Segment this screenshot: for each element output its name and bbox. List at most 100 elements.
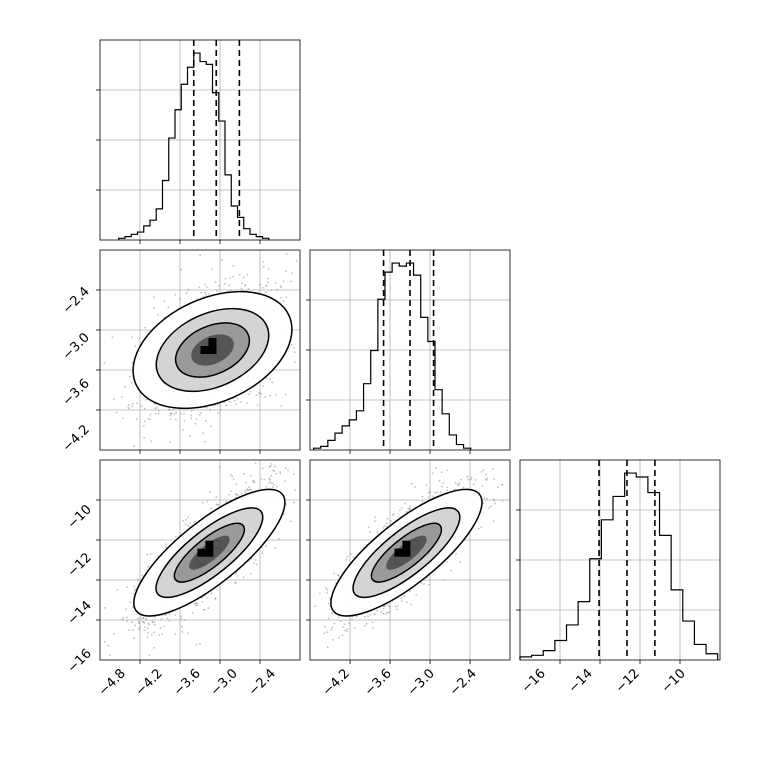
- scatter-point: [169, 414, 172, 417]
- scatter-point: [459, 561, 462, 564]
- scatter-point: [153, 631, 156, 634]
- scatter-point: [269, 394, 272, 397]
- scatter-point: [271, 381, 274, 384]
- scatter-point: [291, 272, 293, 274]
- tick-label: −12: [65, 550, 95, 580]
- scatter-point: [488, 506, 491, 509]
- scatter-point: [282, 300, 285, 302]
- tick-label: −16: [519, 666, 549, 696]
- col3-x-tick-labels: −16 −14 −12 −10: [519, 666, 689, 696]
- scatter-point: [486, 477, 488, 479]
- scatter-point: [399, 509, 401, 512]
- scatter-point: [138, 622, 140, 625]
- scatter-point: [190, 414, 193, 417]
- scatter-point: [189, 522, 191, 524]
- scatter-point: [368, 531, 371, 533]
- scatter-point: [174, 293, 177, 296]
- row2-y-tick-labels: −2.4 −3.0 −3.6 −4.2: [60, 284, 93, 455]
- scatter-point: [146, 636, 149, 639]
- scatter-point: [456, 483, 459, 486]
- scatter-point: [388, 605, 391, 608]
- scatter-point: [261, 552, 264, 555]
- scatter-point: [440, 471, 443, 474]
- scatter-point: [265, 486, 268, 488]
- scatter-point: [493, 478, 496, 481]
- scatter-point: [270, 289, 273, 292]
- scatter-point: [235, 403, 237, 406]
- scatter-point: [492, 520, 495, 523]
- scatter-point: [172, 408, 175, 411]
- scatter-point: [242, 276, 245, 278]
- scatter-point: [338, 636, 340, 639]
- density-contour: [352, 507, 461, 599]
- tick-label: −4.8: [96, 666, 129, 699]
- scatter-point: [209, 491, 212, 494]
- density-peak-cell: [197, 548, 206, 557]
- scatter-point: [269, 480, 271, 483]
- scatter-point: [141, 574, 144, 577]
- scatter-point: [442, 482, 445, 484]
- scatter-point: [255, 394, 258, 396]
- scatter-point: [243, 490, 246, 492]
- tick-label: −12: [613, 666, 643, 696]
- scatter-point: [477, 527, 480, 530]
- scatter-point: [389, 520, 392, 522]
- scatter-point: [132, 629, 135, 631]
- scatter-point: [293, 347, 295, 349]
- scatter-point: [389, 607, 391, 609]
- scatter-point: [143, 407, 146, 410]
- scatter-point: [441, 485, 444, 488]
- scatter-point: [220, 408, 222, 411]
- scatter-point: [239, 401, 242, 403]
- scatter-point: [181, 631, 184, 633]
- density-cell: [394, 556, 403, 565]
- scatter-point: [261, 546, 263, 549]
- scatter-point: [384, 605, 387, 607]
- scatter-point: [267, 277, 269, 280]
- scatter-point: [150, 633, 153, 636]
- scatter-point: [410, 603, 413, 606]
- scatter-point: [225, 500, 228, 503]
- scatter-point: [462, 486, 465, 489]
- scatter-point: [146, 627, 149, 630]
- scatter-point: [216, 504, 219, 506]
- scatter-point: [135, 418, 138, 421]
- scatter-point: [345, 558, 348, 561]
- scatter-point: [190, 417, 193, 420]
- density-cell: [410, 540, 419, 549]
- scatter-point: [133, 637, 136, 640]
- scatter-point: [143, 420, 146, 423]
- scatter-point: [467, 478, 470, 481]
- scatter-point: [248, 486, 251, 489]
- scatter-point: [396, 608, 398, 611]
- scatter-point: [194, 422, 197, 425]
- scatter-point: [136, 617, 139, 620]
- scatter-point: [127, 407, 130, 410]
- scatter-point: [434, 492, 436, 494]
- scatter-point: [481, 484, 484, 487]
- scatter-point: [326, 592, 329, 594]
- scatter-point: [383, 525, 386, 527]
- scatter-point: [128, 404, 130, 406]
- scatter-point: [194, 520, 196, 523]
- scatter-point: [268, 478, 271, 481]
- scatter-point: [133, 445, 136, 448]
- scatter-point: [153, 646, 155, 649]
- scatter-point: [272, 483, 275, 486]
- scatter-point: [120, 396, 123, 398]
- scatter-point: [278, 537, 280, 540]
- scatter-point: [268, 465, 271, 468]
- density-cell: [213, 540, 222, 549]
- scatter-point: [290, 343, 293, 346]
- scatter-point: [132, 402, 134, 405]
- scatter-point: [237, 494, 240, 497]
- scatter-point: [180, 618, 183, 620]
- scatter-point: [153, 296, 155, 299]
- scatter-point: [243, 472, 245, 475]
- scatter-point: [240, 287, 243, 290]
- scatter-point: [274, 282, 277, 284]
- scatter-point: [250, 557, 253, 560]
- scatter-point: [466, 475, 469, 478]
- axes-frame: [309, 459, 511, 661]
- scatter-point: [200, 291, 203, 294]
